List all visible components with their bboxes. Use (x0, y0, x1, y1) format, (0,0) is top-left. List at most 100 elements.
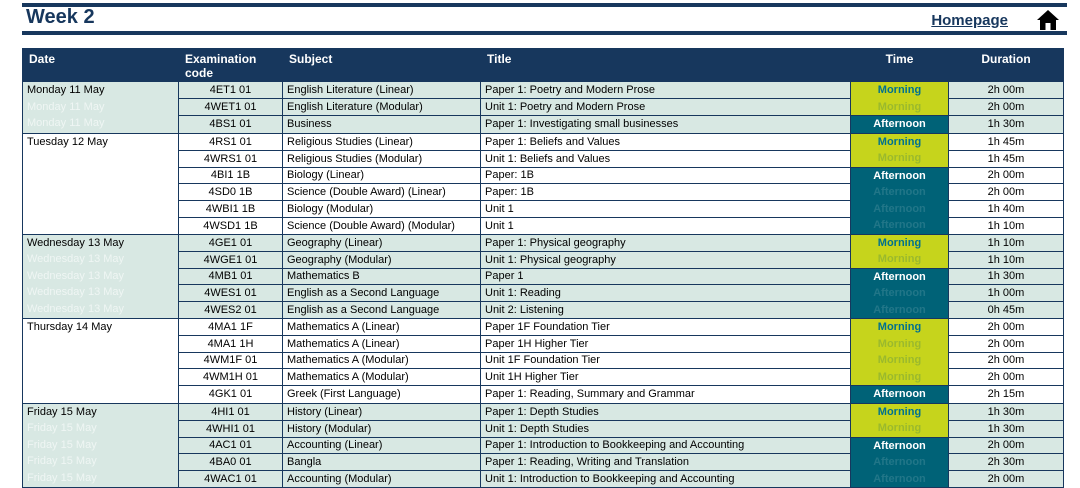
title-cell: Unit 1: Poetry and Modern Prose (480, 98, 851, 116)
exam-code-cell: 4RS1 01 (178, 132, 283, 151)
exam-code-cell: 4WRS1 01 (178, 149, 283, 168)
duration-cell: 2h 00m (948, 436, 1064, 455)
time-cell-afternoon: Afternoon Afternoon Afternoon (850, 436, 949, 488)
title-cell: Unit 1: Beliefs and Values (480, 149, 851, 168)
title-cell: Paper 1: Reading, Writing and Translatio… (480, 453, 851, 472)
exam-code-cell: 4GE1 01 (178, 233, 283, 252)
time-cell-morning: Morning Morning (850, 132, 949, 168)
homepage-nav: Homepage (931, 9, 1060, 31)
duration-cell: 1h 30m (948, 115, 1064, 134)
subject-cell: Science (Double Award) (Modular) (282, 216, 481, 235)
table-row: 4WES2 01 English as a Second Language Unit… (23, 301, 1064, 319)
title-cell: Unit 1: Physical geography (480, 250, 851, 269)
table-row: 4BI1 1B Biology (Linear) Paper: 1B Afternoo… (23, 166, 1064, 235)
subject-cell: English Literature (Modular) (282, 98, 481, 116)
table-row: 4WAC1 01 Accounting (Modular) Unit 1: Intr… (23, 470, 1064, 488)
duration-cell: 1h 30m (948, 419, 1064, 438)
subject-cell: English as a Second Language (282, 301, 481, 319)
table-row: 4MA1 1H Mathematics A (Linear) Paper 1H Hi… (23, 334, 1064, 353)
table-header-row: Date Examination code Subject Title Time… (22, 48, 1064, 82)
exam-code-cell: 4WET1 01 (178, 98, 283, 116)
time-cell-afternoon: Afternoon Afternoon Afternoon Afternoon (850, 166, 949, 235)
title-cell: Paper 1H Higher Tier (480, 334, 851, 353)
title-cell: Paper 1F Foundation Tier (480, 318, 851, 336)
top-rule (22, 3, 1067, 7)
date-cell: Wednesday 13 May Wednesday 13 May Wednesda… (22, 233, 179, 319)
table-row: 4WM1H 01 Mathematics A (Modular) Unit 1H H… (23, 368, 1064, 386)
subject-cell: Mathematics A (Linear) (282, 318, 481, 336)
time-cell-morning: Morning Morning (850, 402, 949, 438)
date-cell: Monday 11 May Monday 11 May Monday 11 May (22, 81, 179, 134)
exam-code-cell: 4HI1 01 (178, 402, 283, 421)
subject-cell: English Literature (Linear) (282, 81, 481, 99)
time-cell-morning: Morning Morning (850, 233, 949, 269)
title-cell: Unit 1: Reading (480, 284, 851, 303)
subject-cell: Science (Double Award) (Linear) (282, 183, 481, 201)
time-cell-afternoon: Afternoon (850, 385, 949, 404)
duration-cell: 2h 00m (948, 368, 1064, 386)
column-header-date: Date (22, 48, 179, 82)
subject-cell: Greek (First Language) (282, 385, 481, 404)
title-cell: Paper 1: Reading, Summary and Grammar (480, 385, 851, 404)
subject-cell: Business (282, 115, 481, 134)
duration-cell: 2h 00m (948, 166, 1064, 185)
exam-code-cell: 4WGE1 01 (178, 250, 283, 269)
title-cell: Paper 1: Introduction to Bookkeeping and… (480, 436, 851, 455)
table-row: 4WBI1 1B Biology (Modular) Unit 1 1h 40m (23, 200, 1064, 218)
title-cell: Paper 1: Poetry and Modern Prose (480, 81, 851, 99)
table-row: 4SD0 1B Science (Double Award) (Linear) Pa… (23, 183, 1064, 201)
table-row: Friday 15 May Friday 15 May Friday 15 May F… (22, 402, 1064, 488)
exam-code-cell: 4BS1 01 (178, 115, 283, 134)
exam-code-cell: 4WAC1 01 (178, 470, 283, 488)
subject-cell: Accounting (Linear) (282, 436, 481, 455)
title-cell: Unit 1: Introduction to Bookkeeping and … (480, 470, 851, 488)
time-cell-morning: Morning Morning Morning Morning (850, 318, 949, 386)
date-cell: Friday 15 May Friday 15 May Friday 15 May F… (22, 402, 179, 488)
table-row: 4BA0 01 Bangla Paper 1: Reading, Writing a… (23, 453, 1064, 472)
table-row: 4WM1F 01 Mathematics A (Modular) Unit 1F F… (23, 351, 1064, 370)
exam-code-cell: 4ET1 01 (178, 81, 283, 99)
column-header-title: Title (480, 48, 851, 82)
exam-code-cell: 4GK1 01 (178, 385, 283, 404)
duration-cell: 1h 10m (948, 233, 1064, 252)
title-cell: Paper 1: Investigating small businesses (480, 115, 851, 134)
table-row: 4MB1 01 Mathematics B Paper 1 Afternoon Afte… (23, 267, 1064, 319)
subject-cell: Geography (Linear) (282, 233, 481, 252)
exam-code-cell: 4MA1 1F (178, 318, 283, 336)
table-row: 4WSD1 1B Science (Double Award) (Modular)… (23, 216, 1064, 235)
title-cell: Paper 1 (480, 267, 851, 286)
exam-code-cell: 4WM1H 01 (178, 368, 283, 386)
table-row: 4WHI1 01 History (Modular) Unit 1: Depth S… (23, 419, 1064, 438)
subject-cell: Religious Studies (Modular) (282, 149, 481, 168)
duration-cell: 2h 00m (948, 318, 1064, 336)
subject-cell: Geography (Modular) (282, 250, 481, 269)
exam-code-cell: 4WSD1 1B (178, 216, 283, 235)
subject-cell: Mathematics A (Modular) (282, 368, 481, 386)
title-cell: Paper 1: Depth Studies (480, 402, 851, 421)
homepage-link[interactable]: Homepage (931, 11, 1008, 29)
subject-cell: History (Modular) (282, 419, 481, 438)
subject-cell: Religious Studies (Linear) (282, 132, 481, 151)
duration-cell: 1h 40m (948, 200, 1064, 218)
time-cell-morning: Morning Morning (850, 81, 949, 116)
column-header-subject: Subject (282, 48, 481, 82)
table-row: Wednesday 13 May Wednesday 13 May Wednesda… (22, 233, 1064, 319)
subject-cell: Mathematics A (Linear) (282, 334, 481, 353)
subject-cell: Accounting (Modular) (282, 470, 481, 488)
duration-cell: 1h 10m (948, 250, 1064, 269)
subject-cell: Mathematics B (282, 267, 481, 286)
exam-code-cell: 4AC1 01 (178, 436, 283, 455)
table-row: Thursday 14 May Thursday 14 May Thursday 1… (22, 318, 1064, 404)
home-icon[interactable] (1036, 9, 1060, 31)
duration-cell: 2h 00m (948, 351, 1064, 370)
date-cell: Thursday 14 May Thursday 14 May Thursday 1… (22, 318, 179, 404)
duration-cell: 1h 00m (948, 284, 1064, 303)
duration-cell: 2h 15m (948, 385, 1064, 404)
subject-cell: Bangla (282, 453, 481, 472)
exam-code-cell: 4WM1F 01 (178, 351, 283, 370)
exam-code-cell: 4BA0 01 (178, 453, 283, 472)
title-cell: Unit 1 (480, 216, 851, 235)
duration-cell: 2h 00m (948, 81, 1064, 99)
table-row: 4WRS1 01 Religious Studies (Modular) Unit … (23, 149, 1064, 168)
